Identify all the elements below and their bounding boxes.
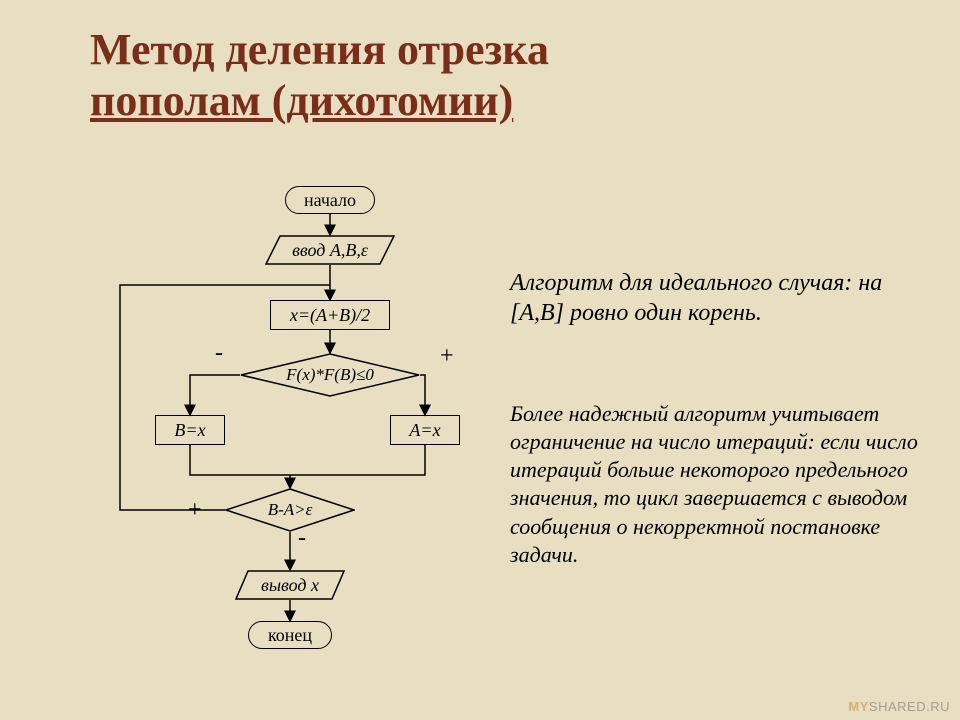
slide-title: Метод деления отрезка пополам (дихотомии… <box>90 25 890 126</box>
node-start-label: начало <box>304 190 356 211</box>
node-output-label: вывод x <box>261 575 319 596</box>
watermark-prefix: MY <box>848 699 869 714</box>
node-cond1: F(x)*F(B)≤0 <box>240 353 420 397</box>
node-end: конец <box>248 621 332 649</box>
description-robust: Более надежный алгоритм учитывает ограни… <box>510 400 940 569</box>
node-input: ввод A,B,ε <box>265 235 395 265</box>
flowchart: начало ввод A,B,ε x=(A+B)/2 F(x)*F(B)≤0 … <box>80 185 500 705</box>
node-output: вывод x <box>235 570 345 600</box>
node-start: начало <box>285 186 375 214</box>
description-ideal: Алгоритм для идеального случая: на [A,B]… <box>510 268 930 328</box>
watermark-rest: SHARED.RU <box>869 699 950 714</box>
edge-label-plus2: + <box>188 497 202 524</box>
edge-label-minus1: - <box>215 340 223 367</box>
node-cond1-label: F(x)*F(B)≤0 <box>240 365 420 385</box>
watermark: MYSHARED.RU <box>848 699 950 714</box>
node-input-label: ввод A,B,ε <box>292 240 368 261</box>
title-line2: пополам (дихотомии) <box>90 76 513 125</box>
edge-label-plus1: + <box>440 343 454 370</box>
node-bset-label: B=x <box>174 420 205 441</box>
node-cond2: B-A>ε <box>225 488 355 532</box>
node-bset: B=x <box>155 415 225 445</box>
node-cond2-label: B-A>ε <box>225 500 355 520</box>
node-end-label: конец <box>268 625 312 646</box>
node-calc: x=(A+B)/2 <box>270 300 390 330</box>
node-aset-label: A=x <box>409 420 440 441</box>
title-line1: Метод деления отрезка <box>90 25 549 74</box>
node-aset: A=x <box>390 415 460 445</box>
node-calc-label: x=(A+B)/2 <box>290 305 370 326</box>
edge-label-minus2: - <box>298 525 306 552</box>
